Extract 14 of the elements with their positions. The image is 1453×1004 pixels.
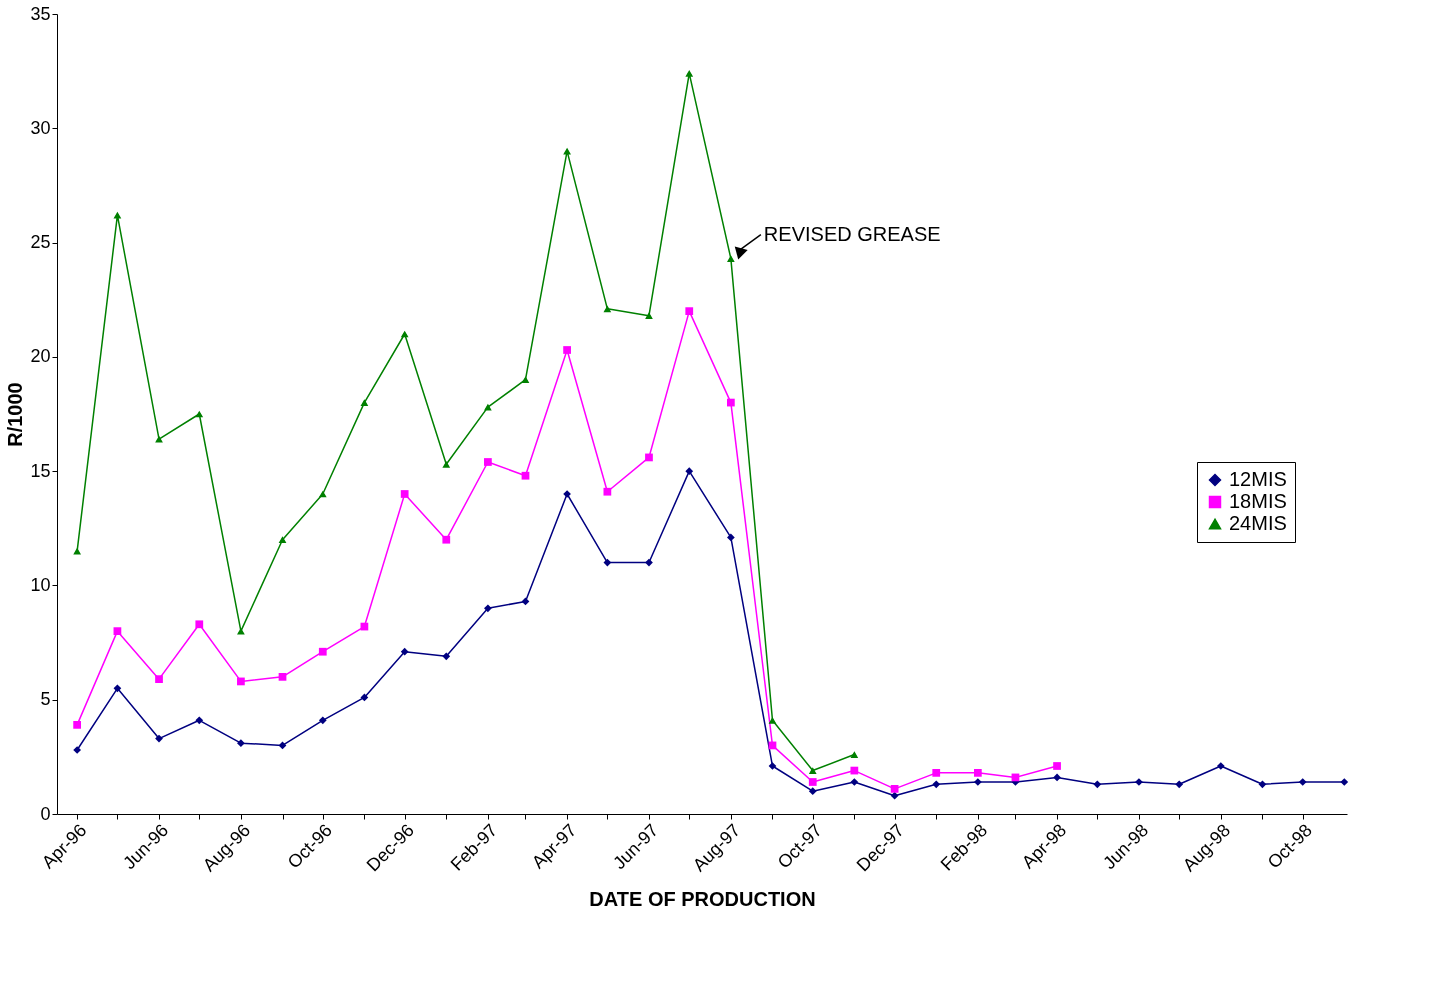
y-tick-label: 10 [30, 574, 51, 595]
y-tick-label: 20 [30, 346, 51, 367]
y-tick-label: 0 [40, 803, 51, 824]
legend-label: 18MIS [1229, 490, 1287, 512]
y-tick-label: 30 [30, 117, 51, 138]
annotation: REVISED GREASE [763, 222, 941, 245]
legend-label: 24MIS [1229, 512, 1287, 534]
legend-label: 12MIS [1229, 468, 1287, 490]
x-axis-title: DATE OF PRODUCTION [589, 888, 816, 911]
y-tick-label: 25 [30, 232, 51, 253]
y-axis-title: R/1000 [4, 382, 27, 447]
y-tick-label: 5 [40, 689, 51, 710]
y-tick-label: 15 [30, 460, 51, 481]
y-tick-label: 35 [30, 3, 51, 24]
